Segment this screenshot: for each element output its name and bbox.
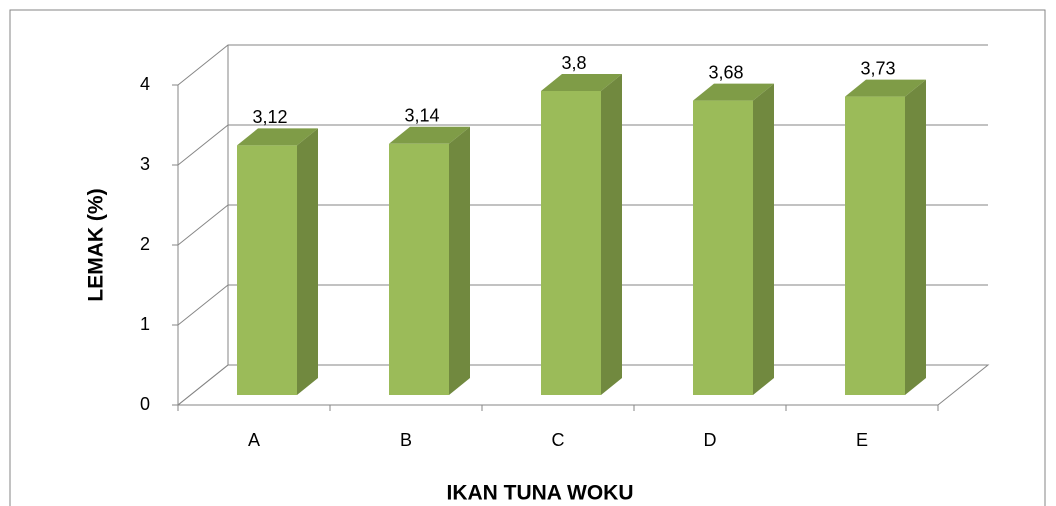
bar-side — [449, 126, 470, 396]
bar — [237, 145, 297, 395]
bar — [845, 96, 905, 395]
value-label: 3,8 — [561, 53, 586, 73]
value-label: 3,73 — [860, 58, 895, 78]
x-tick-label: B — [400, 430, 412, 450]
x-tick-label: E — [856, 430, 868, 450]
x-tick-label: A — [248, 430, 260, 450]
bar-side — [753, 83, 774, 395]
y-tick-label: 3 — [140, 154, 150, 174]
y-axis-title: LEMAK (%) — [85, 188, 108, 301]
bar-top — [845, 79, 926, 97]
bar-side — [297, 128, 318, 395]
y-tick-label: 2 — [140, 234, 150, 254]
bar-top — [237, 128, 318, 146]
bar — [389, 143, 449, 395]
y-tick-label: 4 — [140, 74, 150, 94]
x-tick-label: D — [704, 430, 717, 450]
x-tick-label: C — [552, 430, 565, 450]
value-label: 3,14 — [404, 106, 439, 126]
y-tick-label: 1 — [140, 314, 150, 334]
value-label: 3,12 — [252, 107, 287, 127]
bar-top — [693, 83, 774, 101]
bar-top — [541, 74, 622, 91]
bar-side — [905, 79, 926, 395]
bar-top — [389, 126, 470, 144]
y-tick-label: 0 — [140, 394, 150, 414]
bar — [541, 91, 601, 395]
bar — [693, 100, 753, 395]
x-axis-title: IKAN TUNA WOKU — [446, 482, 633, 505]
value-label: 3,68 — [708, 62, 743, 82]
bar-side — [601, 74, 622, 395]
chart-border — [9, 9, 1046, 506]
